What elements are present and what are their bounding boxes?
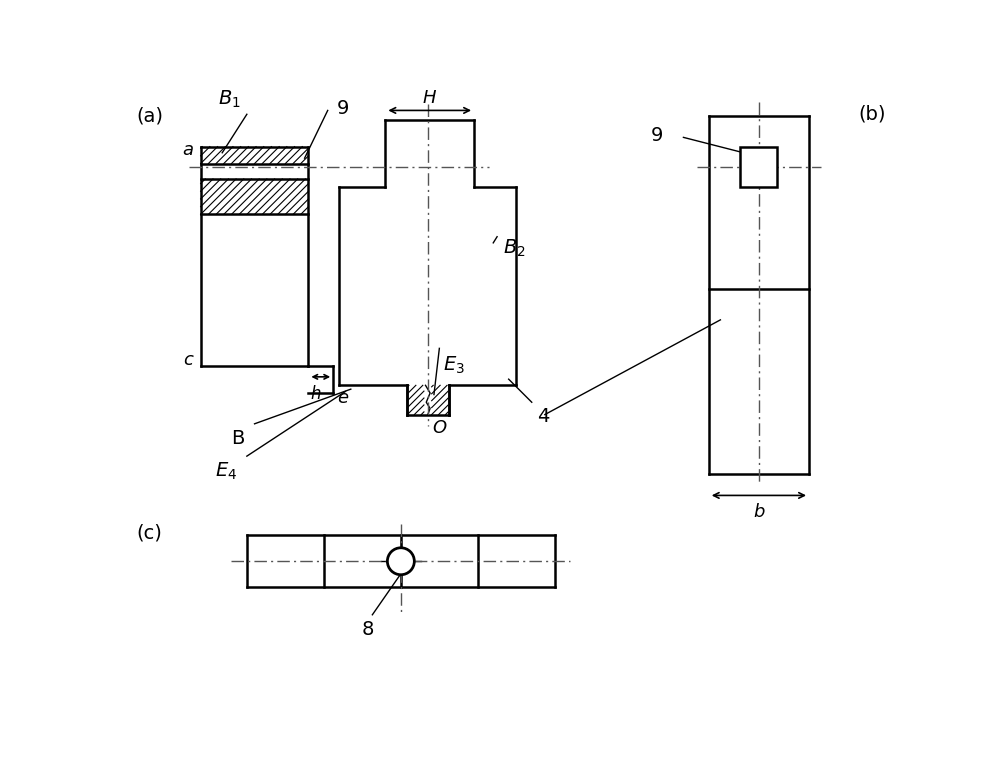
Circle shape [387, 548, 414, 575]
Text: 9: 9 [337, 99, 349, 118]
Text: (b): (b) [858, 104, 886, 123]
Text: e: e [337, 390, 348, 407]
Text: $b$: $b$ [753, 503, 765, 521]
Text: (c): (c) [137, 524, 163, 543]
Bar [740, 146, 777, 187]
Text: c: c [183, 351, 193, 369]
Text: $B_2$: $B_2$ [503, 238, 526, 259]
Text: 8: 8 [362, 620, 374, 639]
Text: (a): (a) [137, 107, 164, 125]
Text: a: a [182, 142, 193, 160]
Text: $E_4$: $E_4$ [215, 460, 237, 482]
Text: $B_1$: $B_1$ [218, 89, 241, 111]
Text: $E_3$: $E_3$ [443, 354, 465, 375]
Text: $h$: $h$ [310, 386, 321, 404]
Text: B: B [231, 429, 245, 448]
Text: 9: 9 [650, 125, 663, 145]
Text: 4: 4 [537, 407, 550, 426]
Text: $H$: $H$ [422, 89, 437, 107]
Text: $O$: $O$ [432, 419, 448, 437]
